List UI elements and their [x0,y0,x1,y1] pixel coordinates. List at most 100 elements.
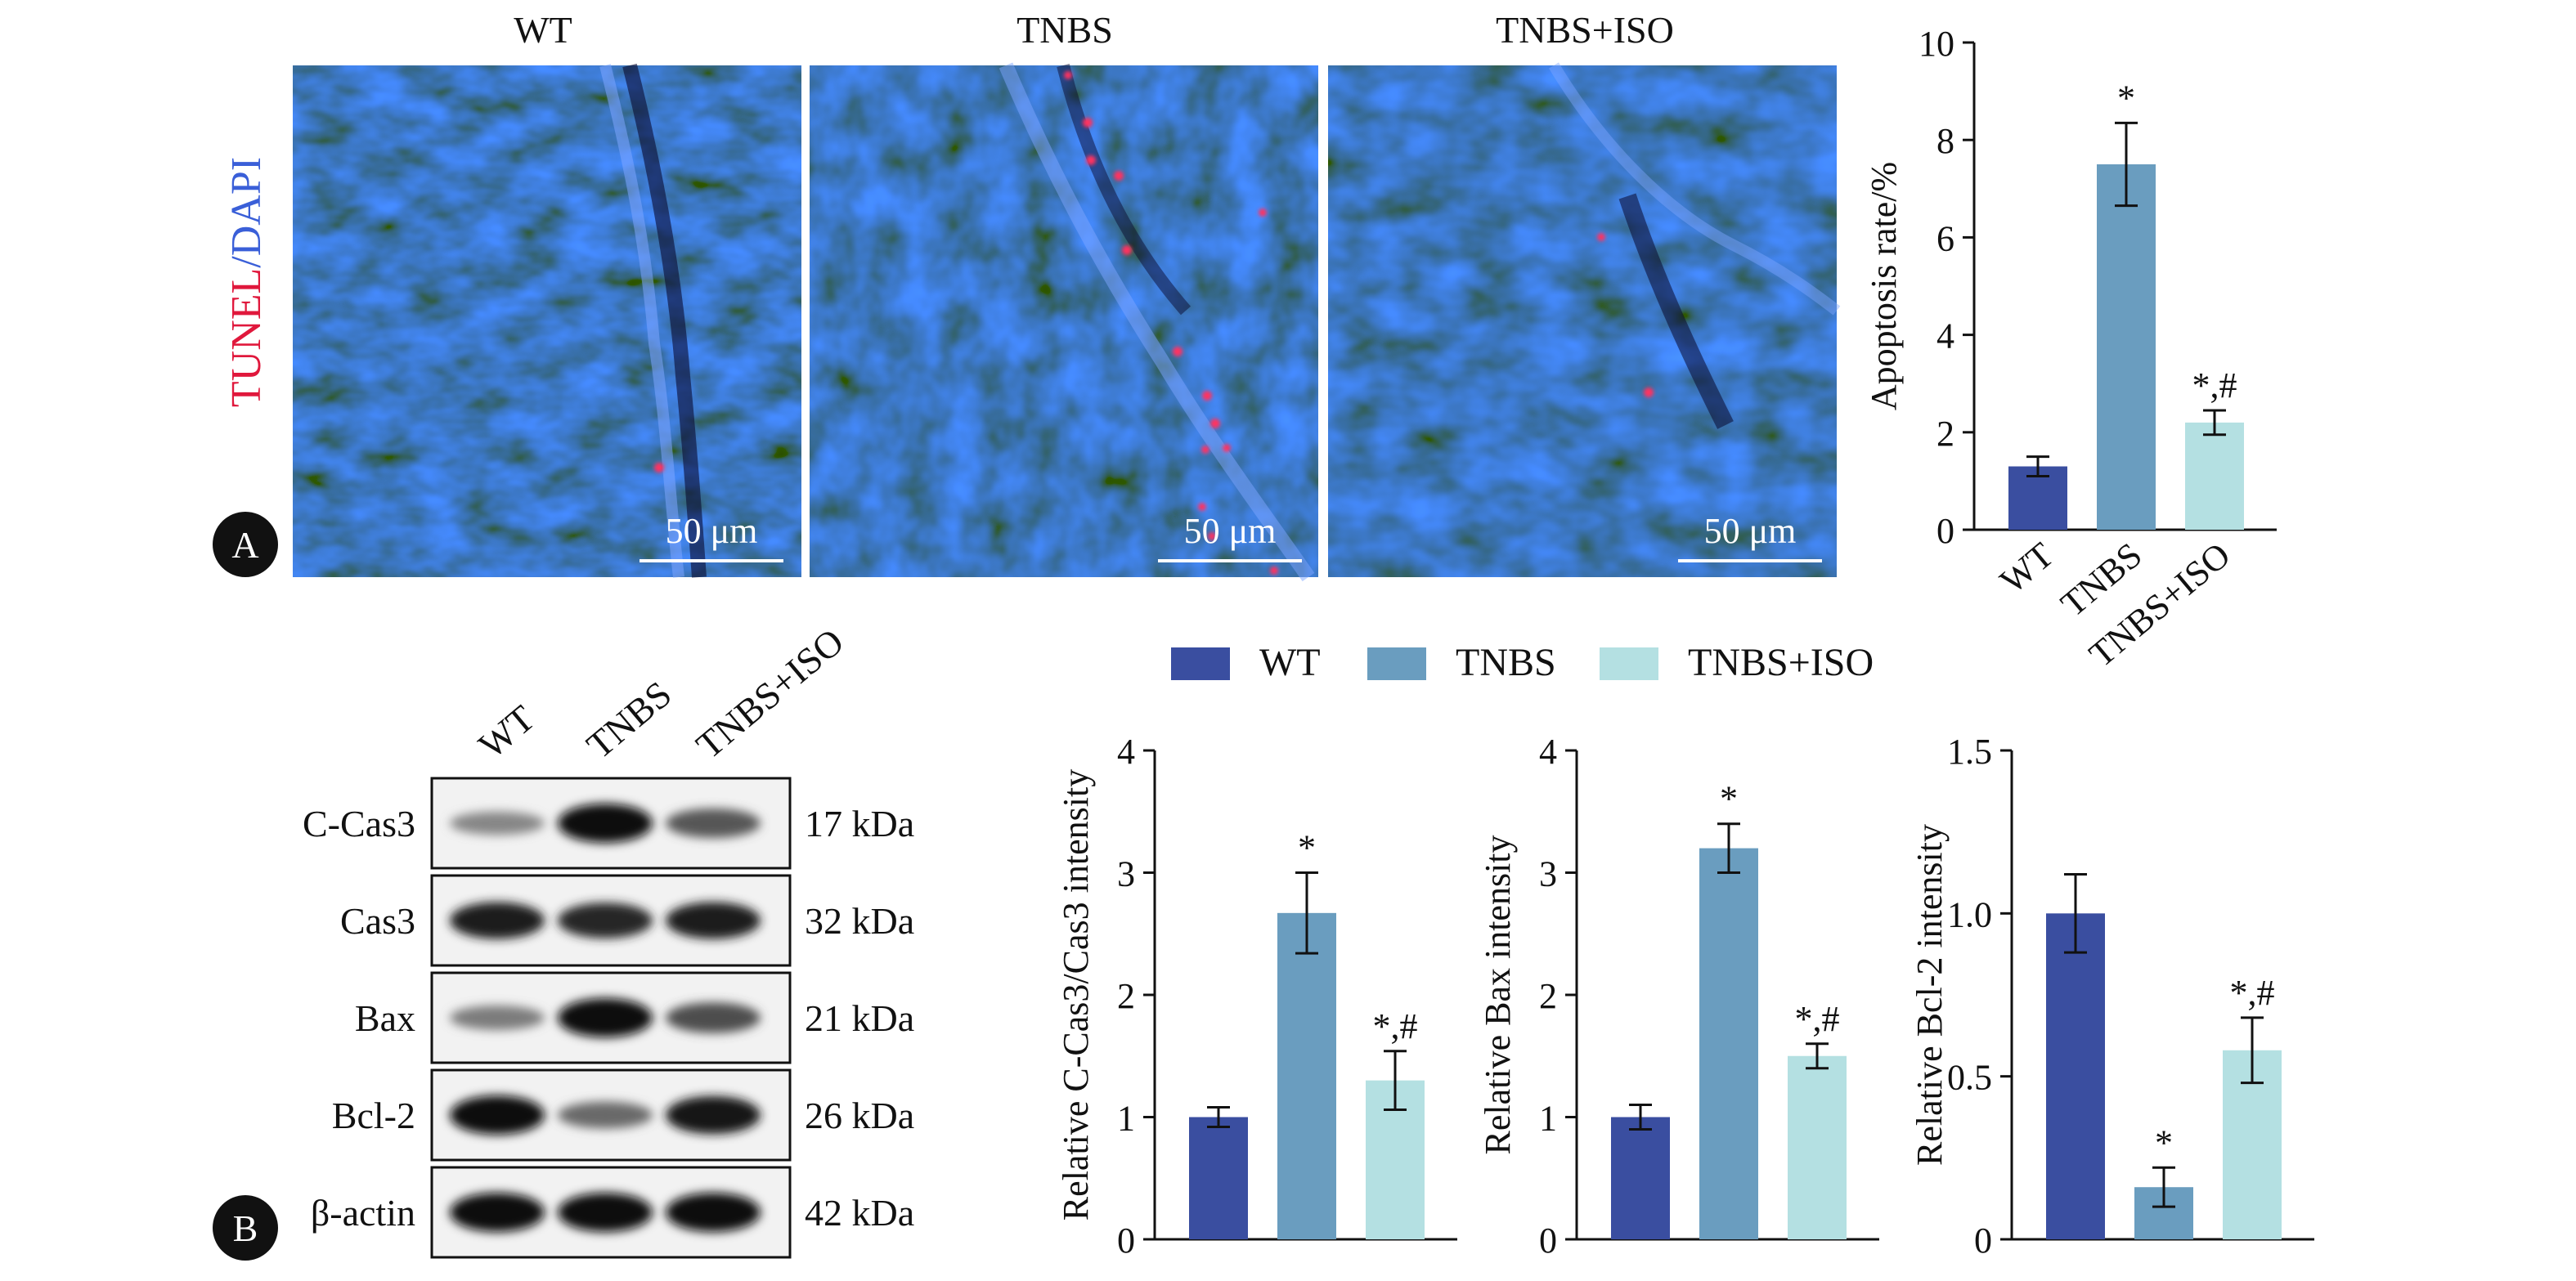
tunel-spot [1210,419,1220,428]
y-tick-label: 0 [1117,1221,1135,1261]
blot-band-bax-lane-2 [558,998,653,1037]
chart-bax: 0 1 2 3 4 Relative Bax intensity * *,# [1478,732,1879,1261]
micrograph-tnbs: TNBS 50 μm [810,9,1318,582]
legend-swatch [1600,647,1658,680]
y-tick-label: 1.5 [1947,732,1992,772]
micrograph-wt: WT 50 μm [293,9,801,578]
panel-letter-b: B [213,1195,278,1261]
blot-row-cas3: Cas3 32 kDa [340,874,914,967]
tissue-fold-tnbs-2 [1057,64,1192,316]
significance-label: * [2155,1122,2173,1162]
y-tick-label: 4 [1117,732,1135,772]
y-tick-label: 10 [1919,24,1954,64]
tissue-fold-tnbs [999,62,1315,582]
panel-letter-text: B [233,1207,258,1249]
bar-tnbs-iso [2185,422,2244,530]
significance-label: * [1298,828,1316,868]
tunel-spot [1270,567,1278,575]
stain-label-separator: / [223,256,270,268]
tissue-fold-wt-2 [622,63,707,578]
panel-letter-text: A [231,524,258,566]
tunel-spot [1198,503,1206,511]
blot-size-label: 42 kDa [805,1192,914,1234]
panel-letter-badge [213,512,278,577]
tunel-spot [654,463,664,473]
blot-row-bcl-2: Bcl-2 26 kDa [332,1068,914,1162]
blot-protein-label: β-actin [311,1192,415,1234]
legend-label: TNBS [1456,641,1556,684]
blot-band-actin-lane-1 [450,1193,545,1232]
blot-rows: C-Cas3 17 kDa Cas3 32 kDa Bax 21 kDa Bcl-2 26 k… [303,777,914,1259]
legend-item-tnbs: TNBS [1367,641,1556,684]
blot-size-label: 26 kDa [805,1095,914,1136]
blot-band-cas3-lane-1 [450,902,545,939]
blot-size-label: 17 kDa [805,803,914,844]
tissue-fold-tnbs-iso-2 [1618,193,1734,429]
blot-protein-label: Bax [355,997,415,1039]
blot-protein-label: Cas3 [340,900,415,942]
panel-b-blot: WT TNBS TNBS+ISO C-Cas3 17 kDa Cas3 32 kDa B… [213,620,914,1261]
y-tick-label: 3 [1539,854,1557,894]
lane-label-tnbs-iso: TNBS+ISO [689,620,852,767]
stain-label-tunel: TUNEL [223,268,270,407]
blot-band-actin-lane-3 [666,1193,761,1232]
significance-label: * [1720,779,1738,819]
scale-bar-label-wt: 50 μm [666,511,758,551]
blot-size-label: 21 kDa [805,997,914,1039]
significance-label: *,# [1373,1006,1418,1046]
micrograph-title-tnbs: TNBS [1016,9,1113,51]
micrograph-title-tnbs-iso: TNBS+ISO [1496,9,1674,51]
y-tick-label: 0 [1974,1221,1992,1261]
tunel-spot [1597,233,1605,241]
tunel-spot [1114,171,1124,181]
lane-label-wt: WT [471,697,543,767]
tunel-spot [1201,446,1209,454]
legend: WT TNBS TNBS+ISO [1171,641,1874,684]
y-tick-label: 4 [1936,316,1954,356]
chart-ccas3: 0 1 2 3 4 Relative C-Cas3/Cas3 intensity * *,# [1056,732,1457,1261]
bar-tnbs-iso [1788,1055,1847,1239]
tunel-spot [1223,444,1231,452]
legend-label: WT [1259,641,1321,684]
blot-row-bax: Bax 21 kDa [355,971,914,1064]
blot-band-c-cas3-lane-2 [558,804,653,843]
significance-label: *,# [1795,999,1840,1039]
tunel-spot [1086,155,1096,165]
bar-wt [1189,1117,1248,1239]
y-tick-label: 1.0 [1947,894,1992,934]
tunel-spot [1083,118,1093,128]
y-tick-label: 1 [1539,1099,1557,1139]
tunel-spots-wt [654,463,664,473]
bar-wt [1611,1117,1670,1239]
significance-label: *,# [2192,365,2237,405]
y-tick-label: 4 [1539,732,1557,772]
tunel-spot [1259,208,1267,217]
tunel-spot [1208,532,1216,540]
tissue-fold-wt [599,64,684,578]
blot-band-bcl-2-lane-3 [666,1095,761,1135]
lane-labels: WT TNBS TNBS+ISO [471,620,852,767]
stain-label-dapi: DAPI [223,157,270,256]
y-tick-label: 1 [1117,1099,1135,1139]
blot-size-label: 32 kDa [805,900,914,942]
panel-letter-a: A [213,512,278,577]
stain-label: TUNEL/DAPI [223,157,270,407]
tunel-spots-tnbs [1064,71,1278,575]
y-tick-label: 0 [1539,1221,1557,1261]
bar-tnbs [1699,848,1758,1239]
panel-letter-badge [213,1195,278,1261]
micrograph-title-wt: WT [514,9,572,51]
legend-item-tnbs-iso: TNBS+ISO [1600,641,1874,684]
significance-label: *,# [2230,973,2275,1013]
blot-protein-label: Bcl-2 [332,1095,415,1136]
tissue-fold-tnbs-iso [1548,62,1841,316]
micrograph-tnbs-iso: TNBS+ISO 50 μm [1328,9,1841,577]
lane-label-tnbs: TNBS [579,673,680,767]
tunel-spot [1644,387,1654,397]
chart-bcl2: 0 0.5 1.0 1.5 Relative Bcl-2 intensity * *,# [1910,732,2314,1261]
blot-row-actin: β-actin 42 kDa [311,1166,914,1259]
y-tick-label: 2 [1117,976,1135,1016]
blot-band-c-cas3-lane-1 [450,811,545,835]
scale-bar-label-tnbs: 50 μm [1184,511,1277,551]
blot-band-bax-lane-3 [666,1002,761,1033]
